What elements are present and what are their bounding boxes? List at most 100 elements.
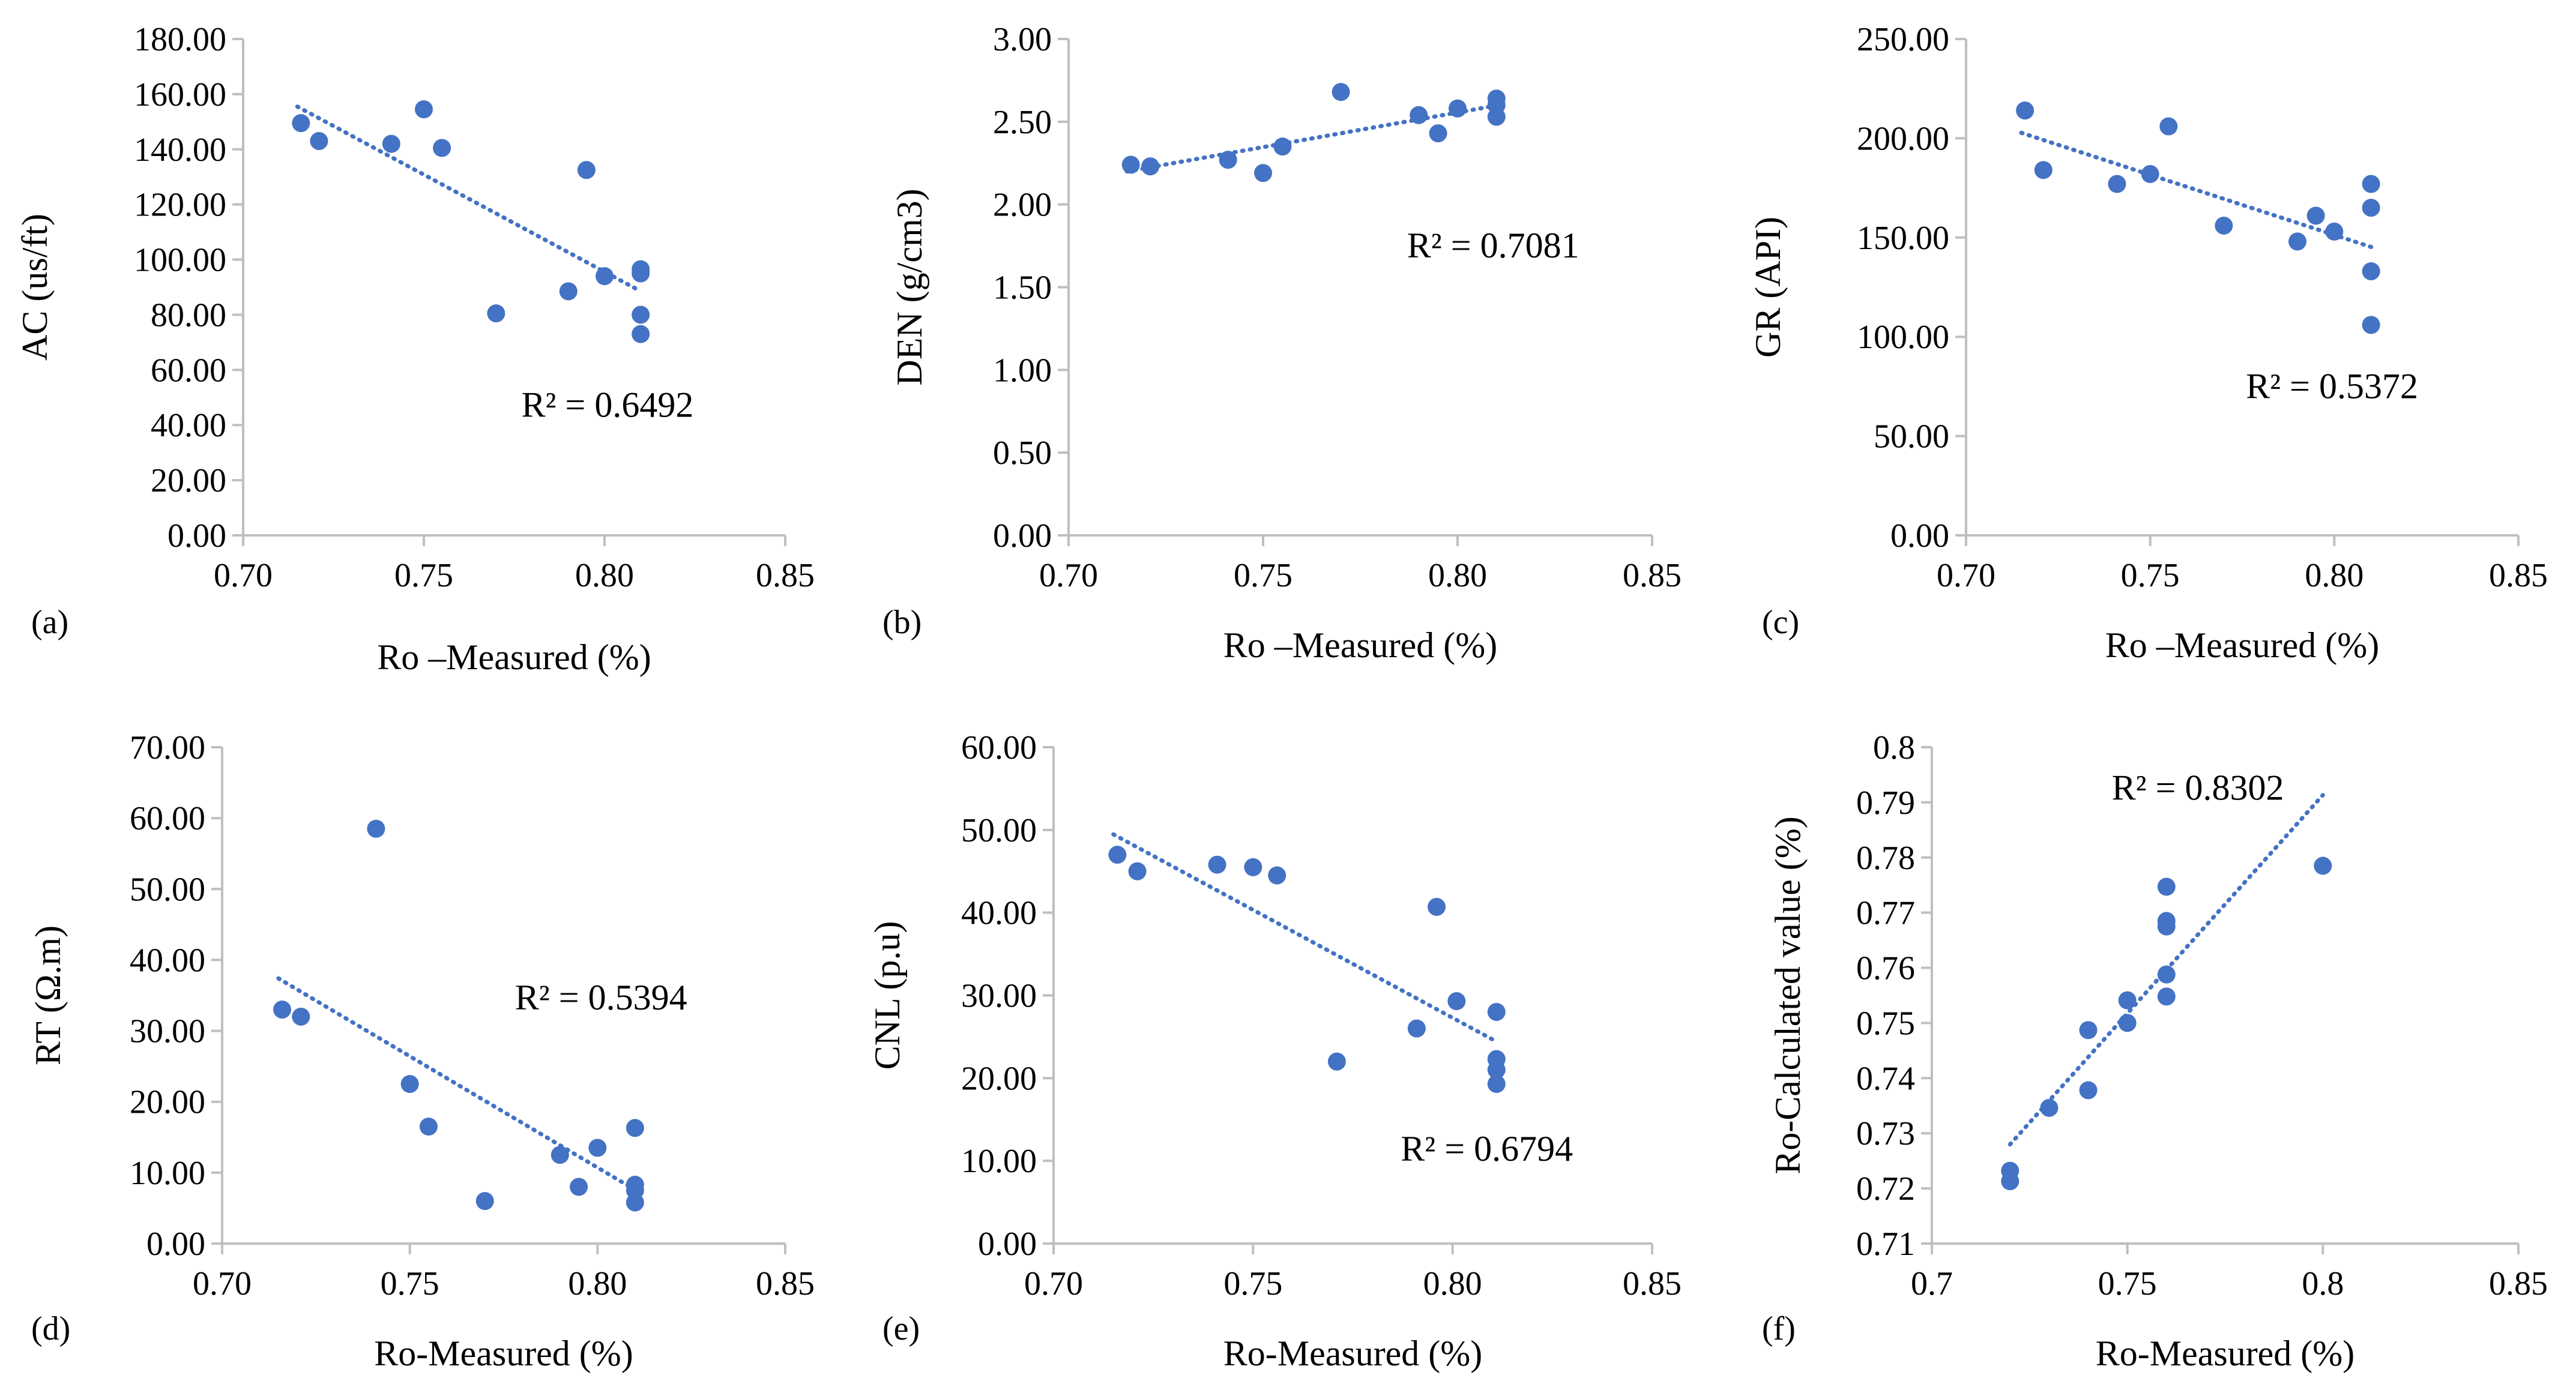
data-point [626,1119,644,1137]
data-point [292,114,310,133]
y-tick-label: 20.00 [130,1084,205,1121]
data-point [1108,846,1127,864]
y-tick-label: 0.8 [1873,729,1915,766]
y-tick-label: 0.50 [993,435,1052,472]
x-axis-title: Ro –Measured (%) [2105,625,2380,665]
x-tick-label: 0.80 [2305,557,2363,594]
y-tick-label: 0.00 [146,1226,205,1263]
y-tick-label: 0.73 [1856,1115,1915,1152]
data-point [2288,232,2306,251]
y-tick-label: 0.76 [1856,950,1915,987]
data-point [2016,101,2035,120]
y-tick-label: 180.00 [134,21,226,58]
trendline [1124,103,1499,174]
y-tick-label: 0.00 [993,517,1052,555]
data-point [419,1118,438,1136]
y-axis-title: CNL (p.u) [867,921,907,1070]
x-axis-title: Ro –Measured (%) [1223,625,1498,665]
x-tick-label: 0.80 [575,557,634,594]
panel-label: (b) [882,604,922,641]
data-point [1428,898,1446,916]
y-tick-label: 0.00 [167,517,226,555]
panel-b: 0.00 0.50 1.00 1.50 2.00 2.50 3.00 0.70 0.75 0.80… [882,21,1682,665]
y-tick-label: 50.00 [961,812,1037,849]
data-point [2040,1098,2059,1117]
data-point [2118,1014,2137,1032]
data-point [382,134,400,153]
data-point [2108,175,2126,193]
r-squared-label: R² = 0.7081 [1407,226,1579,265]
panel-label: (e) [882,1310,920,1347]
y-tick-label: 250.00 [1857,21,1949,58]
y-tick-label: 200.00 [1857,120,1949,157]
data-point [1219,151,1237,169]
x-tick-label: 0.70 [1039,557,1098,594]
data-point [2215,216,2233,235]
y-tick-label: 0.77 [1856,895,1915,932]
x-tick-label: 0.85 [2489,1265,2548,1302]
x-tick-label: 0.80 [1423,1265,1482,1302]
y-tick-label: 2.50 [993,104,1052,141]
data-point [1208,855,1226,874]
data-point [367,819,385,838]
data-point [475,1192,494,1211]
data-point [550,1146,569,1164]
y-tick-label: 0.72 [1856,1170,1915,1208]
data-point [1332,83,1350,101]
r-squared-label: R² = 0.6794 [1401,1129,1573,1169]
panel-c: 0.00 50.00 100.00 150.00 200.00 250.00 0.70 0.7… [1748,21,2548,665]
data-point [632,325,650,343]
data-point [2362,262,2380,281]
y-axis-title: DEN (g/cm3) [890,188,929,385]
y-tick-label: 60.00 [151,352,226,389]
y-tick-label: 10.00 [961,1143,1037,1180]
data-point [1128,862,1147,880]
data-point [2157,987,2176,1006]
data-point [2157,965,2176,984]
data-point [1487,107,1506,126]
data-point [2001,1172,2019,1191]
x-tick-label: 0.75 [1223,1265,1282,1302]
y-tick-label: 20.00 [151,462,226,499]
data-point [310,131,328,150]
data-point [2079,1081,2098,1100]
y-tick-label: 1.50 [993,269,1052,307]
data-point [273,1000,292,1019]
y-tick-label: 100.00 [1857,319,1949,356]
r-squared-label: R² = 0.6492 [522,385,694,424]
data-point [2306,206,2325,225]
data-point [2034,161,2053,179]
x-axis-title: Ro –Measured (%) [377,637,651,677]
data-point [400,1075,419,1094]
y-tick-label: 30.00 [130,1013,205,1050]
x-tick-label: 0.75 [394,557,453,594]
data-point [2325,222,2344,241]
y-tick-label: 60.00 [961,729,1037,766]
y-axis-title: RT (Ω.m) [28,925,68,1065]
x-tick-label: 0.70 [214,557,273,594]
x-tick-label: 0.75 [2121,557,2180,594]
x-axis-title: Ro-Measured (%) [1223,1334,1483,1373]
y-tick-label: 140.00 [134,131,226,169]
trendline [1111,832,1495,1042]
x-tick-label: 0.70 [193,1265,252,1302]
y-tick-label: 0.71 [1856,1226,1915,1263]
x-tick-label: 0.7 [1911,1265,1953,1302]
y-tick-label: 0.79 [1856,784,1915,822]
y-axis-title: GR (API) [1748,217,1788,358]
y-tick-label: 2.00 [993,187,1052,224]
y-tick-label: 60.00 [130,800,205,837]
panel-label: (d) [31,1310,70,1347]
data-point [1410,106,1428,124]
x-tick-label: 0.8 [2302,1265,2344,1302]
x-tick-label: 0.80 [1428,557,1487,594]
trendline [2019,130,2374,249]
r-squared-label: R² = 0.8302 [2112,768,2284,807]
data-point [1327,1052,1346,1071]
x-tick-label: 0.85 [2489,557,2548,594]
trendline [276,976,638,1192]
x-tick-label: 0.75 [2098,1265,2157,1302]
data-point [1429,124,1447,143]
x-axis-title: Ro-Measured (%) [374,1334,633,1373]
